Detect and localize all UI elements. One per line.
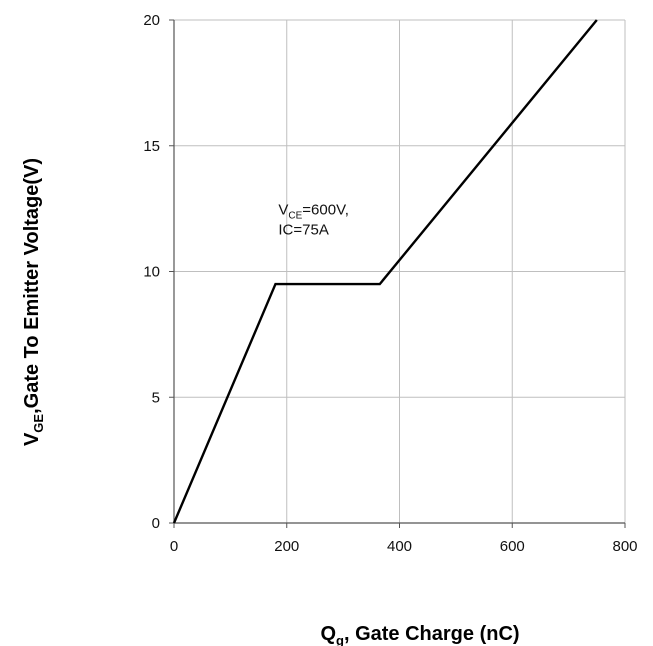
grid bbox=[173, 19, 626, 524]
annotation-vce-sub: CE bbox=[288, 211, 302, 222]
y-tick-label: 0 bbox=[152, 515, 160, 532]
x-tick-label: 600 bbox=[500, 538, 525, 555]
series bbox=[172, 19, 598, 524]
tick-labels: 0 200 400 600 800 0 5 10 15 20 bbox=[143, 12, 637, 555]
annotation-vce-main: V bbox=[278, 202, 288, 219]
axes bbox=[169, 19, 626, 528]
x-tick-label: 400 bbox=[387, 538, 412, 555]
x-axis-title-sub: g bbox=[336, 633, 344, 646]
x-tick-label: 0 bbox=[170, 538, 178, 555]
annotation-vce-rest: =600V, bbox=[302, 202, 349, 219]
x-tick-label: 800 bbox=[612, 538, 637, 555]
x-axis-title-rest: , Gate Charge (nC) bbox=[344, 623, 520, 645]
y-axis-title-rest: ,Gate To Emitter Voltage(V) bbox=[21, 158, 43, 414]
x-axis-title: Qg, Gate Charge (nC) bbox=[320, 623, 519, 646]
y-tick-label: 20 bbox=[143, 12, 160, 29]
y-axis-title-sub: GE bbox=[31, 414, 46, 433]
y-axis-title-main: V bbox=[21, 432, 43, 446]
y-tick-label: 5 bbox=[152, 389, 160, 406]
y-axis-title: VGE,Gate To Emitter Voltage(V) bbox=[21, 158, 46, 446]
x-tick-label: 200 bbox=[274, 538, 299, 555]
x-axis-title-main: Q bbox=[320, 623, 336, 645]
y-tick-label: 15 bbox=[143, 138, 160, 155]
series-line bbox=[172, 19, 598, 524]
annotation-line-2: IC=75A bbox=[278, 222, 328, 239]
y-tick-label: 10 bbox=[143, 264, 160, 281]
annotation-line-1: VCE=600V, bbox=[278, 202, 349, 222]
